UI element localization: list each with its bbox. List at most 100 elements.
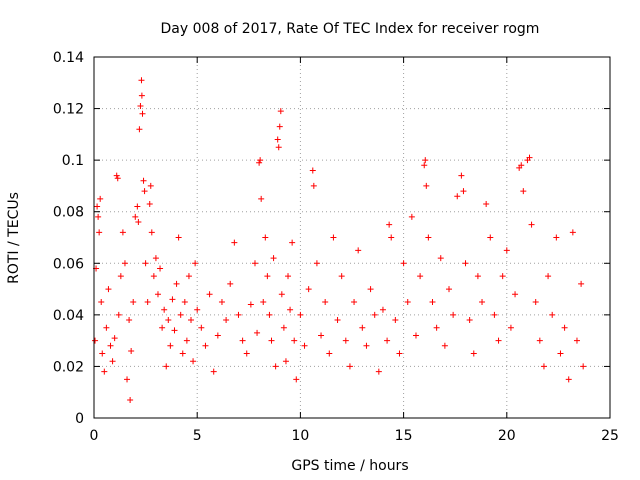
- data-point: [503, 247, 510, 254]
- data-point: [423, 182, 430, 189]
- data-point: [247, 301, 254, 308]
- y-axis-label: ROTI / TECUs: [6, 192, 22, 284]
- data-point: [163, 363, 170, 370]
- data-point: [270, 255, 277, 262]
- data-point: [528, 221, 535, 228]
- data-point: [305, 286, 312, 293]
- data-point: [351, 298, 358, 305]
- x-tick-label: 25: [601, 428, 619, 444]
- data-point: [206, 291, 213, 298]
- data-point: [192, 260, 199, 267]
- data-point: [318, 332, 325, 339]
- data-point: [518, 162, 525, 169]
- data-point: [285, 273, 292, 280]
- data-point: [235, 311, 242, 318]
- data-point: [134, 203, 141, 210]
- data-point: [127, 396, 134, 403]
- data-point: [194, 306, 201, 313]
- data-point: [553, 234, 560, 241]
- y-tick-label: 0.04: [53, 308, 84, 324]
- data-point: [95, 213, 102, 220]
- grid: [94, 57, 610, 418]
- data-point: [549, 311, 556, 318]
- data-point: [264, 273, 271, 280]
- data-point: [223, 317, 230, 324]
- data-point: [297, 311, 304, 318]
- data-point: [392, 317, 399, 324]
- x-tick-label: 0: [90, 428, 99, 444]
- data-point: [536, 337, 543, 344]
- x-tick-label: 5: [193, 428, 202, 444]
- data-point: [139, 110, 146, 117]
- data-point: [136, 126, 143, 133]
- data-point: [375, 368, 382, 375]
- data-point: [441, 342, 448, 349]
- data-point: [557, 350, 564, 357]
- data-point: [278, 291, 285, 298]
- data-point: [275, 144, 282, 151]
- data-point: [301, 342, 308, 349]
- data-point: [260, 298, 267, 305]
- data-point: [243, 350, 250, 357]
- data-point: [569, 229, 576, 236]
- data-point: [141, 188, 148, 195]
- data-point: [117, 273, 124, 280]
- data-point: [276, 123, 283, 130]
- data-point: [138, 77, 145, 84]
- data-point: [379, 306, 386, 313]
- data-point: [458, 172, 465, 179]
- data-point: [491, 311, 498, 318]
- data-point: [487, 234, 494, 241]
- data-point: [495, 337, 502, 344]
- data-point: [573, 337, 580, 344]
- data-point: [289, 239, 296, 246]
- data-point: [154, 291, 161, 298]
- data-point: [111, 335, 118, 342]
- data-point: [190, 358, 197, 365]
- data-point: [148, 229, 155, 236]
- data-point: [429, 298, 436, 305]
- data-point: [258, 195, 265, 202]
- data-point: [202, 342, 209, 349]
- data-point: [103, 324, 110, 331]
- data-point: [135, 219, 142, 226]
- data-point: [540, 363, 547, 370]
- data-point: [437, 255, 444, 262]
- data-point: [310, 182, 317, 189]
- data-point: [101, 368, 108, 375]
- data-point: [474, 273, 481, 280]
- data-point: [130, 298, 137, 305]
- data-point: [400, 260, 407, 267]
- data-point: [580, 363, 587, 370]
- data-point: [532, 298, 539, 305]
- data-point: [198, 324, 205, 331]
- data-point: [483, 200, 490, 207]
- data-point: [322, 298, 329, 305]
- data-point: [115, 311, 122, 318]
- data-point: [185, 273, 192, 280]
- x-tick-label: 20: [498, 428, 516, 444]
- data-point: [359, 324, 366, 331]
- y-tick-label: 0.02: [53, 359, 84, 375]
- data-point: [326, 350, 333, 357]
- data-point: [417, 273, 424, 280]
- data-point: [147, 182, 154, 189]
- data-point: [98, 298, 105, 305]
- data-point: [173, 280, 180, 287]
- data-point: [355, 247, 362, 254]
- data-point: [450, 311, 457, 318]
- data-point: [109, 358, 116, 365]
- data-point: [210, 368, 217, 375]
- data-point: [266, 311, 273, 318]
- data-point: [119, 229, 126, 236]
- data-point: [254, 329, 261, 336]
- data-point: [565, 376, 572, 383]
- data-point: [179, 350, 186, 357]
- data-point: [159, 324, 166, 331]
- data-point: [545, 273, 552, 280]
- x-tick-label: 15: [395, 428, 413, 444]
- data-point: [171, 327, 178, 334]
- data-point: [188, 317, 195, 324]
- data-point: [433, 324, 440, 331]
- data-point: [338, 273, 345, 280]
